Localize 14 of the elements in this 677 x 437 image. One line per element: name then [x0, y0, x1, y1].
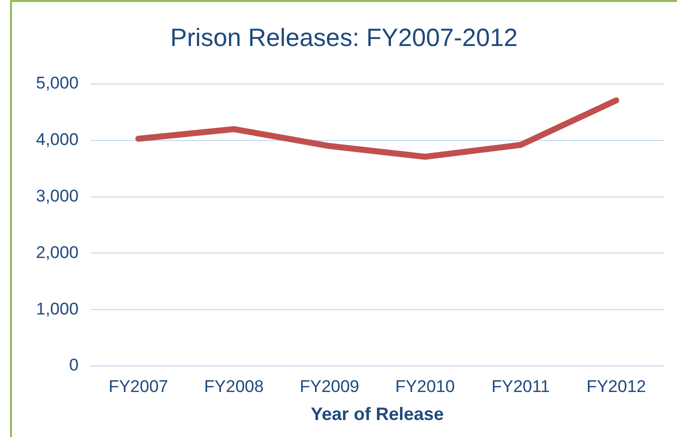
x-tick-label: FY2010: [395, 376, 455, 396]
x-tick-label: FY2008: [204, 376, 264, 396]
x-tick-label: FY2011: [491, 376, 550, 396]
y-tick-label: 5,000: [36, 74, 79, 93]
y-tick-label: 2,000: [36, 242, 79, 262]
x-tick-label: FY2012: [586, 376, 646, 396]
y-tick-label: 0: [69, 356, 79, 375]
chart-title: Prison Releases: FY2007-2012: [170, 24, 518, 52]
x-tick-label: FY2009: [300, 376, 360, 396]
y-tick-label: 4,000: [36, 130, 79, 150]
x-tick-label: FY2007: [108, 376, 168, 396]
x-axis-title: Year of Release: [310, 404, 444, 424]
y-tick-label: 1,000: [36, 299, 79, 318]
y-tick-label: 3,000: [36, 186, 79, 206]
